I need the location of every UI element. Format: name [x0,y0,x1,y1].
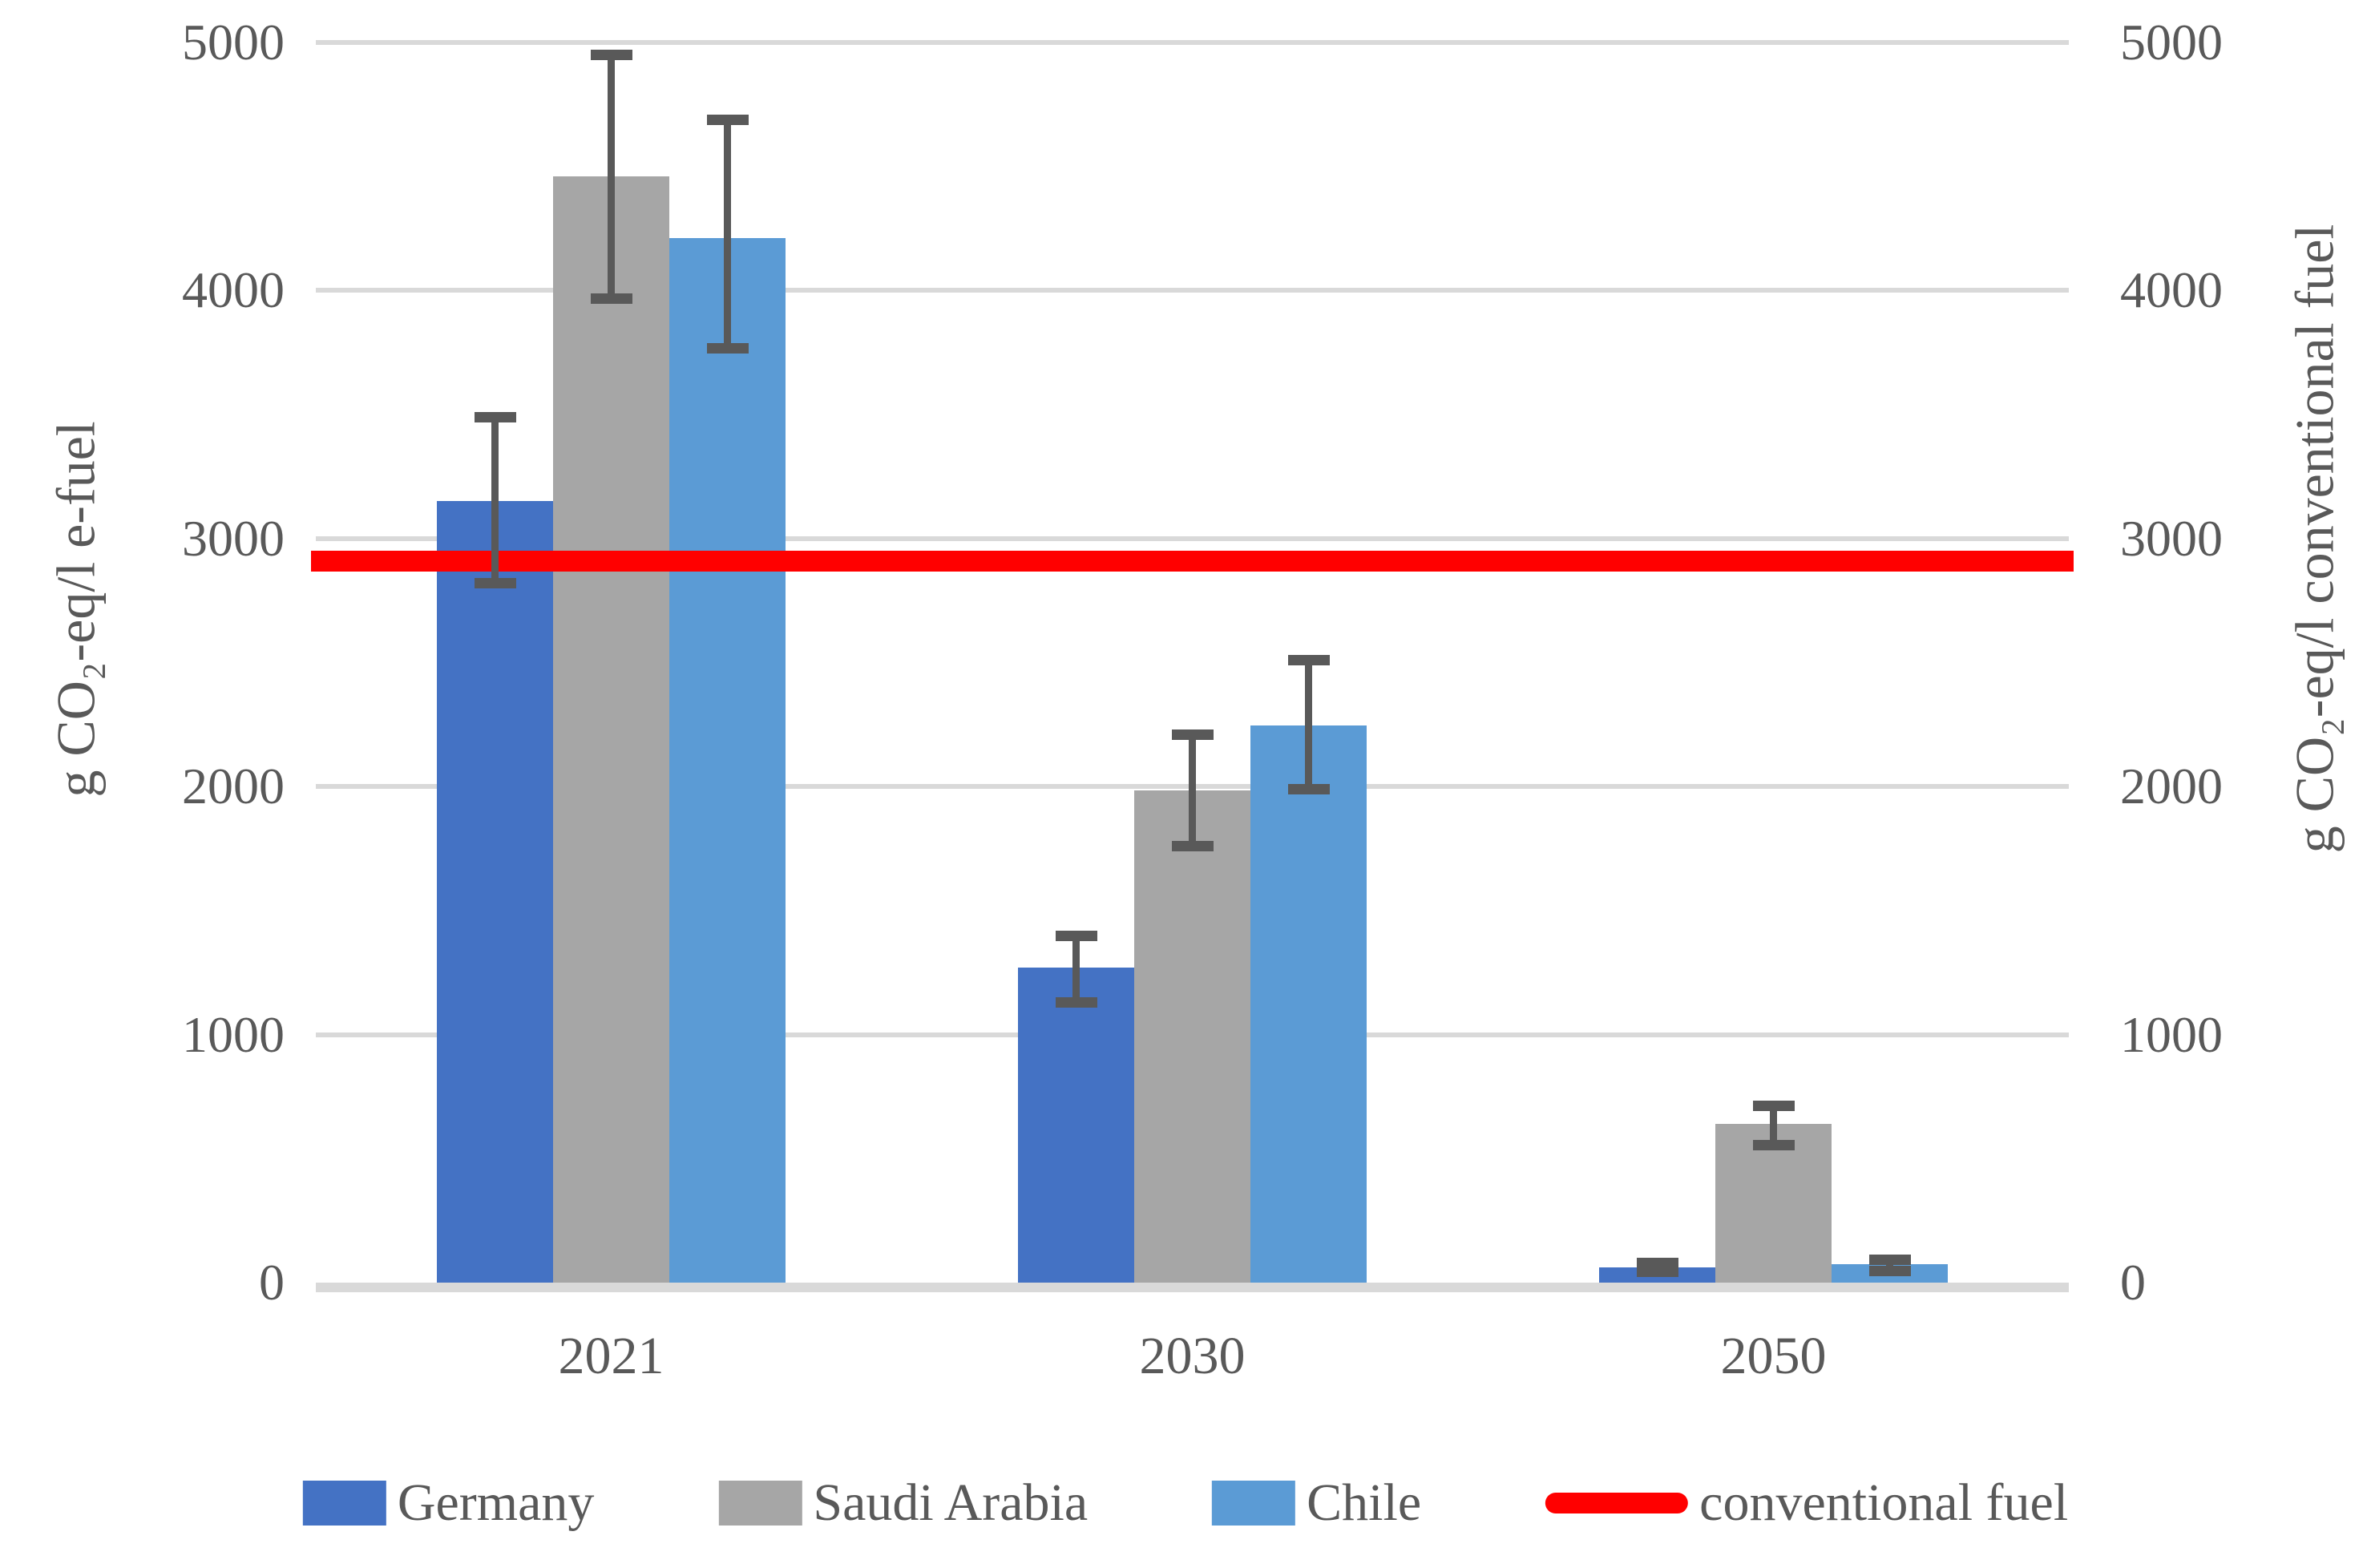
error-bar-cap-top [1868,1254,1911,1265]
left-tick-label: 3000 [182,509,285,567]
error-bar-cap-top [706,114,749,125]
legend-item-chile: Chile [1212,1473,1421,1533]
error-bar-line [1072,935,1080,1003]
bar-saudi-arabia-2021 [553,176,669,1283]
legend: Germany Saudi Arabia Chile conventional fue… [302,1473,2068,1533]
legend-label: Germany [397,1473,595,1532]
legend-label: Chile [1307,1473,1422,1532]
right-tick-label: 0 [2120,1254,2146,1311]
category-label-2021: 2021 [558,1327,664,1385]
right-tick-label: 5000 [2120,14,2223,71]
bar-chile-2030 [1250,725,1367,1283]
left-tick-label: 2000 [182,758,285,815]
error-bar-cap-top [1171,729,1214,741]
gridline [316,40,2069,45]
left-tick-label: 1000 [182,1005,285,1063]
legend-line-swatch [1545,1493,1689,1513]
left-tick-label: 4000 [182,261,285,319]
category-label-2030: 2030 [1139,1327,1246,1385]
error-bar-cap-bottom [1171,841,1214,852]
conventional-fuel-reference-line [311,550,2074,572]
error-bar-cap-bottom [706,342,749,354]
error-bar-line [608,55,615,298]
legend-swatch [302,1481,386,1526]
error-bar-cap-bottom [1287,784,1330,795]
legend-swatch [1212,1481,1296,1526]
legend-label: Saudi Arabia [813,1473,1089,1532]
error-bar-line [491,417,499,584]
error-bar-cap-bottom [474,578,516,589]
bar-chile-2021 [669,238,786,1283]
error-bar-line [1770,1105,1777,1146]
bar-germany-2030 [1018,968,1134,1283]
gridline [316,288,2069,293]
category-label-2050: 2050 [1720,1327,1827,1385]
error-bar-line [724,119,731,348]
error-bar-cap-top [1752,1100,1795,1111]
error-bar-cap-bottom [1868,1265,1911,1276]
error-bar-cap-top [1636,1258,1678,1269]
error-bar-cap-top [1287,655,1330,666]
right-tick-label: 3000 [2120,509,2223,567]
error-bar-cap-bottom [590,293,632,304]
error-bar-cap-top [1055,930,1097,941]
error-bar-cap-bottom [1752,1140,1795,1151]
gridline [316,535,2069,541]
legend-swatch [718,1481,802,1526]
error-bar-cap-top [590,50,632,61]
right-tick-label: 4000 [2120,261,2223,319]
error-bar-line [1305,660,1312,790]
bar-germany-2021 [437,501,553,1283]
legend-item-conventional-fuel: conventional fuel [1545,1473,2068,1533]
legend-label: conventional fuel [1699,1473,2069,1532]
left-tick-label: 5000 [182,14,285,71]
error-bar-line [1189,734,1196,847]
left-tick-label: 0 [259,1254,285,1311]
x-axis-line [316,1283,2069,1292]
right-tick-label: 1000 [2120,1005,2223,1063]
right-tick-label: 2000 [2120,758,2223,815]
legend-item-germany: Germany [302,1473,595,1533]
bar-saudi-arabia-2030 [1134,790,1250,1283]
error-bar-cap-bottom [1636,1267,1678,1278]
error-bar-cap-bottom [1055,997,1097,1008]
legend-item-saudi-arabia: Saudi Arabia [718,1473,1088,1533]
error-bar-cap-top [474,412,516,423]
